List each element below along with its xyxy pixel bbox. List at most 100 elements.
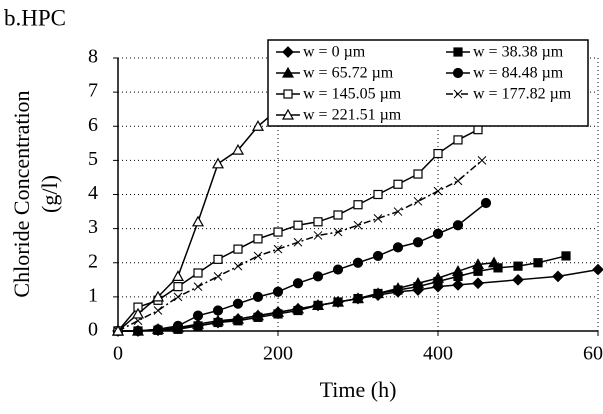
- marker: [252, 291, 264, 302]
- marker: [173, 292, 183, 302]
- marker: [513, 261, 523, 271]
- marker: [233, 244, 243, 254]
- legend-marker: [281, 108, 295, 120]
- marker: [561, 251, 571, 261]
- y-tick-label: 0: [88, 319, 98, 341]
- marker: [373, 214, 383, 223]
- marker: [271, 305, 285, 317]
- marker: [191, 317, 205, 329]
- marker: [211, 314, 225, 326]
- marker: [373, 189, 383, 200]
- legend-marker: [453, 47, 463, 57]
- marker: [173, 282, 183, 292]
- marker: [592, 263, 603, 276]
- marker: [472, 277, 484, 290]
- marker: [473, 125, 483, 135]
- marker: [452, 220, 464, 231]
- marker: [333, 210, 343, 220]
- marker: [413, 169, 423, 179]
- marker: [273, 244, 283, 254]
- marker: [153, 306, 163, 315]
- marker: [477, 156, 487, 165]
- marker: [480, 197, 492, 209]
- marker: [232, 298, 244, 309]
- marker: [311, 299, 325, 311]
- marker: [192, 310, 204, 321]
- legend-label: w = 145.05 µm: [303, 86, 402, 103]
- legend-marker: [453, 89, 463, 99]
- marker: [213, 272, 223, 281]
- y-tick-label: 6: [88, 114, 98, 136]
- marker: [212, 305, 224, 316]
- marker: [352, 257, 364, 268]
- y-axis-label: (g/l): [37, 175, 62, 213]
- marker: [172, 320, 184, 331]
- marker: [512, 273, 524, 286]
- y-tick-label: 7: [88, 80, 98, 102]
- marker: [351, 292, 365, 304]
- legend-label: w = 84.48 µm: [473, 65, 564, 82]
- marker: [411, 276, 425, 288]
- marker: [132, 325, 144, 337]
- y-tick-label: 5: [88, 148, 98, 170]
- legend-marker: [282, 46, 294, 58]
- legend-marker: [283, 89, 293, 99]
- y-tick-label: 2: [88, 250, 98, 272]
- marker: [233, 261, 243, 271]
- marker: [393, 207, 403, 216]
- legend-label: w = 221.51 µm: [303, 107, 402, 124]
- marker: [372, 250, 384, 262]
- legend-label: w = 65.72 µm: [303, 65, 394, 82]
- marker: [293, 220, 303, 230]
- marker: [312, 271, 324, 282]
- marker: [231, 143, 245, 155]
- marker: [353, 200, 363, 210]
- marker: [391, 282, 405, 293]
- y-tick-label: 8: [88, 46, 98, 68]
- marker: [253, 234, 263, 244]
- marker: [331, 295, 345, 307]
- marker: [272, 286, 284, 297]
- marker: [432, 228, 444, 239]
- marker: [433, 186, 443, 196]
- legend-marker: [452, 67, 464, 79]
- y-tick-label: 3: [88, 216, 98, 238]
- marker: [313, 217, 323, 227]
- marker: [193, 268, 203, 278]
- marker: [453, 135, 463, 145]
- marker: [433, 148, 443, 159]
- legend-box: [267, 39, 589, 127]
- marker: [213, 254, 223, 264]
- marker: [487, 256, 501, 268]
- y-tick-label: 1: [88, 284, 98, 306]
- x-tick-label: 200: [263, 343, 293, 365]
- marker: [413, 196, 423, 206]
- legend-marker: [281, 66, 295, 78]
- marker: [292, 278, 304, 289]
- marker: [353, 220, 363, 230]
- chart-title: b.HPC: [4, 5, 66, 30]
- marker: [253, 251, 263, 261]
- marker: [291, 302, 305, 314]
- y-axis-label: Chloride Concentration: [9, 90, 34, 297]
- marker: [273, 227, 283, 237]
- legend-label: w = 177.82 µm: [473, 86, 572, 103]
- marker: [131, 307, 145, 319]
- marker: [171, 270, 185, 281]
- marker: [371, 287, 385, 299]
- x-tick-label: 600: [583, 343, 603, 365]
- marker: [211, 157, 225, 169]
- marker: [453, 176, 463, 186]
- marker: [393, 179, 403, 189]
- marker: [193, 282, 203, 291]
- marker: [452, 279, 464, 291]
- marker: [251, 120, 265, 131]
- marker: [313, 231, 323, 240]
- legend-label: w = 38.38 µm: [473, 44, 564, 61]
- x-tick-label: 0: [113, 343, 123, 365]
- marker: [152, 324, 164, 335]
- x-tick-label: 400: [423, 343, 453, 365]
- marker: [293, 237, 303, 247]
- marker: [552, 270, 564, 283]
